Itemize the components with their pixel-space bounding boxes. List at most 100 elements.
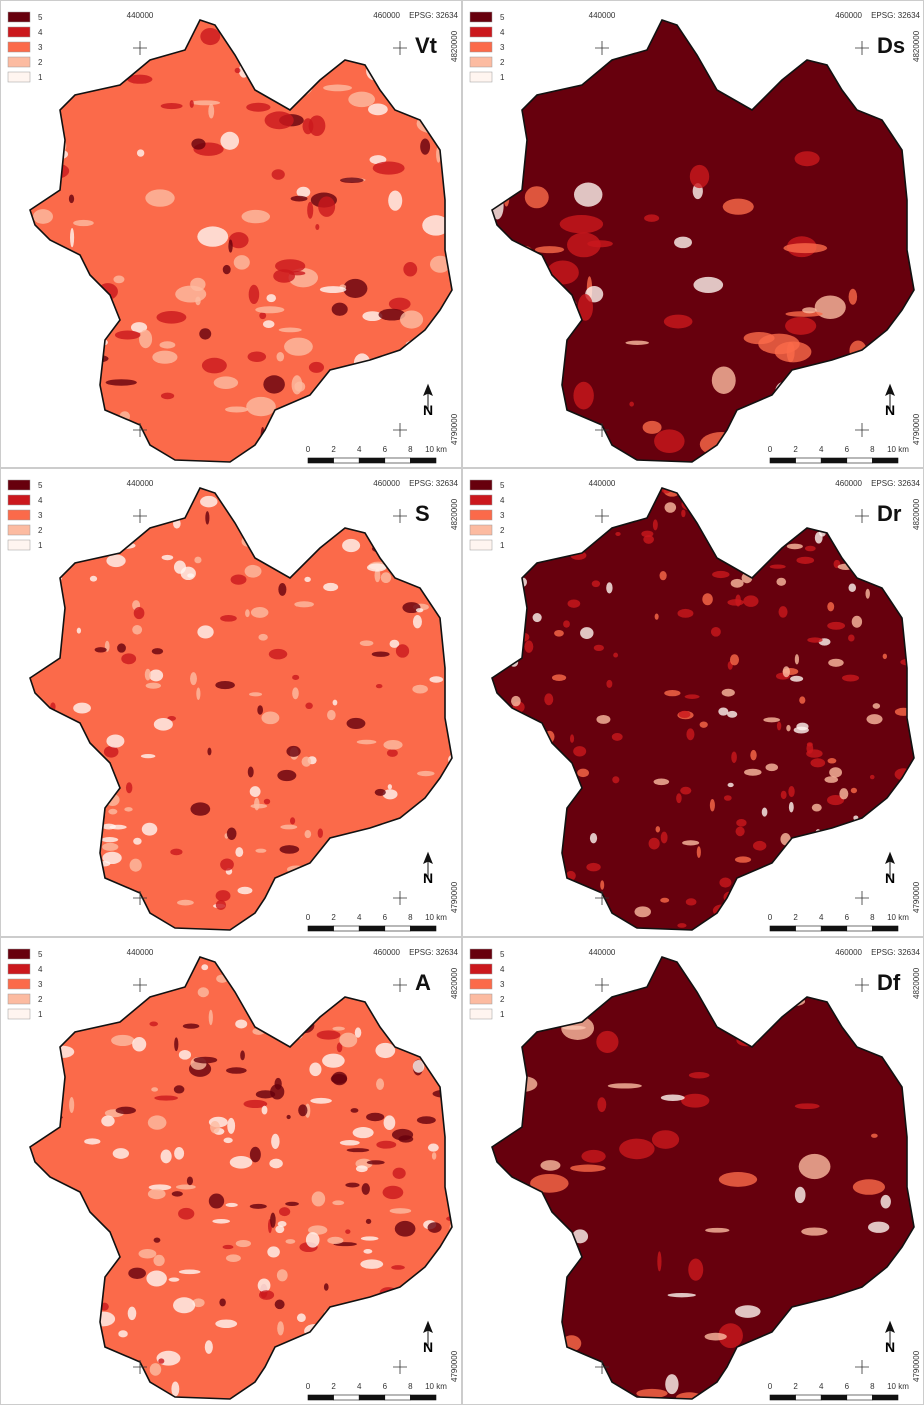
texture-patch — [250, 1204, 267, 1209]
texture-patch — [290, 817, 295, 824]
y-coordinate: 4790000 — [912, 1350, 921, 1382]
texture-patch — [511, 696, 521, 706]
scale-segment — [796, 458, 822, 463]
texture-patch — [174, 1037, 178, 1051]
texture-patch — [269, 1159, 283, 1169]
texture-patch — [235, 847, 243, 857]
texture-patch — [568, 599, 581, 607]
panel-label: Ds — [877, 33, 905, 58]
texture-patch — [279, 328, 302, 333]
legend-label: 4 — [38, 965, 43, 974]
legend-swatch — [8, 994, 30, 1004]
texture-patch — [697, 846, 701, 858]
x-coordinate: 440000 — [127, 479, 154, 488]
legend-swatch — [470, 949, 492, 959]
texture-patch — [839, 788, 848, 799]
legend-swatch — [8, 72, 30, 82]
texture-patch — [199, 328, 211, 339]
texture-patch — [292, 687, 299, 699]
texture-patch — [216, 900, 226, 910]
texture-patch — [340, 178, 364, 183]
texture-patch — [693, 277, 723, 293]
texture-patch — [347, 1148, 370, 1152]
texture-patch — [177, 900, 194, 906]
texture-patch — [388, 784, 392, 789]
texture-patch — [664, 690, 680, 696]
texture-patch — [723, 199, 754, 215]
texture-patch — [248, 352, 266, 362]
texture-patch — [225, 406, 248, 412]
texture-patch — [237, 887, 252, 895]
texture-patch — [525, 186, 549, 208]
texture-patch — [362, 1183, 370, 1195]
texture-patch — [270, 1084, 284, 1099]
texture-patch — [367, 563, 386, 571]
texture-patch — [146, 683, 161, 689]
texture-patch — [298, 1104, 307, 1116]
scale-label: 4 — [357, 1382, 362, 1391]
texture-patch — [851, 788, 857, 793]
texture-patch — [615, 532, 620, 536]
texture-patch — [789, 802, 794, 813]
scale-label: 6 — [383, 1382, 388, 1391]
texture-patch — [106, 735, 124, 748]
texture-patch — [331, 1074, 347, 1084]
texture-patch — [227, 827, 237, 839]
legend-swatch — [470, 495, 492, 505]
texture-patch — [178, 1208, 194, 1220]
texture-patch — [265, 111, 294, 129]
legend-swatch — [470, 42, 492, 52]
texture-patch — [868, 1222, 889, 1233]
texture-patch — [392, 1129, 413, 1141]
texture-patch — [711, 627, 721, 637]
texture-patch — [183, 1023, 199, 1028]
texture-patch — [231, 575, 247, 585]
texture-patch — [286, 746, 300, 757]
texture-patch — [376, 684, 383, 688]
texture-patch — [101, 1115, 114, 1126]
scale-segment — [847, 926, 873, 931]
texture-patch — [629, 402, 634, 407]
map-panel: 54321440000460000EPSG: 32634482000047900… — [463, 938, 924, 1405]
texture-patch — [403, 262, 417, 276]
texture-patch — [251, 607, 269, 618]
texture-patch — [413, 615, 422, 628]
scale-segment — [796, 1395, 822, 1400]
scale-label: 0 — [768, 1382, 773, 1391]
texture-patch — [690, 165, 709, 188]
texture-patch — [145, 189, 174, 206]
texture-patch — [783, 666, 790, 677]
legend-label: 5 — [38, 13, 43, 22]
map-panel: 54321440000460000EPSG: 32634482000047900… — [1, 469, 463, 938]
texture-patch — [111, 1035, 134, 1046]
texture-patch — [156, 311, 186, 324]
texture-patch — [269, 649, 287, 660]
texture-patch — [116, 1107, 136, 1114]
texture-patch — [744, 332, 775, 344]
texture-patch — [799, 1154, 831, 1179]
texture-patch — [357, 740, 377, 745]
texture-patch — [570, 734, 574, 743]
texture-patch — [363, 1249, 372, 1254]
texture-patch — [194, 557, 201, 564]
texture-patch — [396, 644, 409, 657]
texture-patch — [207, 748, 211, 756]
texture-patch — [343, 279, 367, 298]
texture-patch — [785, 317, 816, 335]
texture-patch — [563, 620, 570, 627]
texture-patch — [227, 1118, 235, 1134]
map-panel: 54321440000460000EPSG: 32634482000047900… — [1, 938, 471, 1405]
scale-segment — [796, 926, 822, 931]
scale-label: 2 — [793, 445, 798, 454]
texture-patch — [870, 775, 875, 779]
texture-patch — [102, 824, 116, 830]
texture-patch — [682, 840, 699, 845]
texture-patch — [777, 722, 781, 731]
texture-patch — [718, 707, 728, 715]
scale-label: 10 km — [887, 445, 909, 454]
texture-patch — [391, 1265, 405, 1270]
texture-patch — [148, 1115, 167, 1129]
legend-label: 4 — [38, 28, 43, 37]
texture-patch — [124, 807, 132, 811]
texture-patch — [712, 571, 729, 578]
